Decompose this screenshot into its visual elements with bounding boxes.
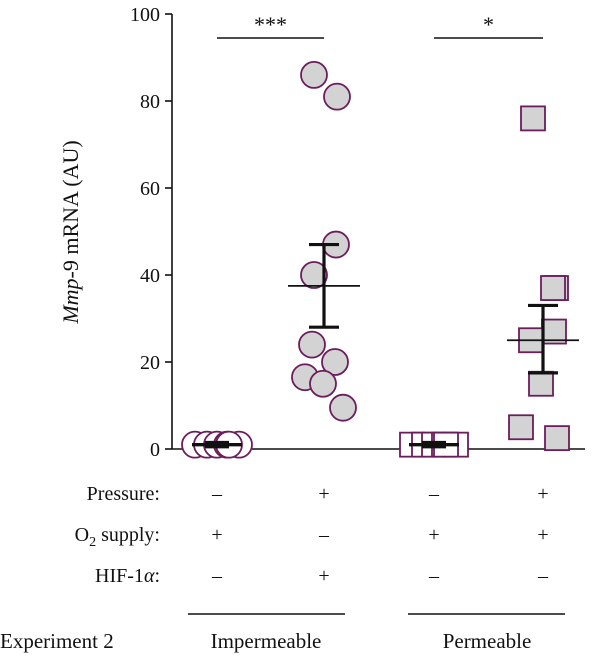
condition-symbol: – [428, 565, 440, 587]
y-tick-label: 40 [140, 265, 160, 287]
data-point-square [520, 105, 546, 132]
significance-label: * [483, 12, 494, 37]
o2-suffix: supply: [96, 524, 160, 546]
data-point-circle [323, 82, 351, 111]
data-point-circle [321, 348, 349, 376]
significance-label: *** [254, 12, 287, 37]
y-axis-title-italic: Mmp [58, 278, 83, 324]
y-tick-label: 60 [140, 178, 160, 200]
data-points [181, 61, 570, 459]
y-axis-title: Mmp-9 mRNA (AU) [58, 140, 83, 324]
hif-suffix: : [154, 565, 160, 587]
condition-symbol: – [537, 565, 549, 587]
y-tick-label: 100 [130, 4, 160, 26]
row-label-hif: HIF-1α: [95, 565, 160, 587]
condition-symbol: + [211, 524, 222, 546]
y-axis-title-rest: -9 mRNA (AU) [58, 140, 83, 278]
condition-symbol: – [318, 524, 330, 546]
condition-symbol: + [318, 565, 329, 587]
data-point-square [528, 370, 554, 397]
group-label-impermeable: Impermeable [211, 629, 322, 653]
condition-symbol: – [211, 565, 223, 587]
y-tick-label: 20 [140, 352, 160, 374]
experiment-label: Experiment 2 [0, 629, 114, 653]
condition-symbol: – [428, 483, 440, 505]
data-point-square [540, 275, 566, 301]
data-point-square [508, 414, 534, 441]
condition-symbol: + [318, 483, 329, 505]
condition-symbol: + [537, 483, 548, 505]
condition-symbol: – [211, 483, 223, 505]
significance-bars: *** * [217, 12, 543, 39]
data-point-circle [300, 61, 328, 89]
hif-alpha: α [144, 565, 155, 587]
condition-symbols: – + – + – + – + – + + – [211, 483, 549, 587]
data-point-circle [300, 261, 328, 289]
y-tick-label: 0 [150, 439, 160, 461]
condition-symbol: + [428, 524, 439, 546]
hif-prefix: HIF-1 [95, 565, 144, 587]
group-label-permeable: Permeable [443, 629, 532, 653]
row-label-pressure: Pressure: [87, 483, 160, 505]
row-label-o2: O2 supply: [75, 524, 160, 550]
data-point-circle [298, 330, 326, 359]
y-ticks: 0 20 40 60 80 100 [130, 4, 172, 461]
data-point-circle [329, 393, 357, 422]
y-tick-label: 80 [140, 91, 160, 113]
y-axis [171, 14, 585, 450]
data-point-square [544, 425, 570, 452]
o2-subscript: 2 [89, 535, 96, 550]
condition-symbol: + [537, 524, 548, 546]
mean-sem-bars [192, 242, 579, 449]
o2-prefix: O [75, 524, 89, 546]
data-point-circle [309, 369, 337, 398]
